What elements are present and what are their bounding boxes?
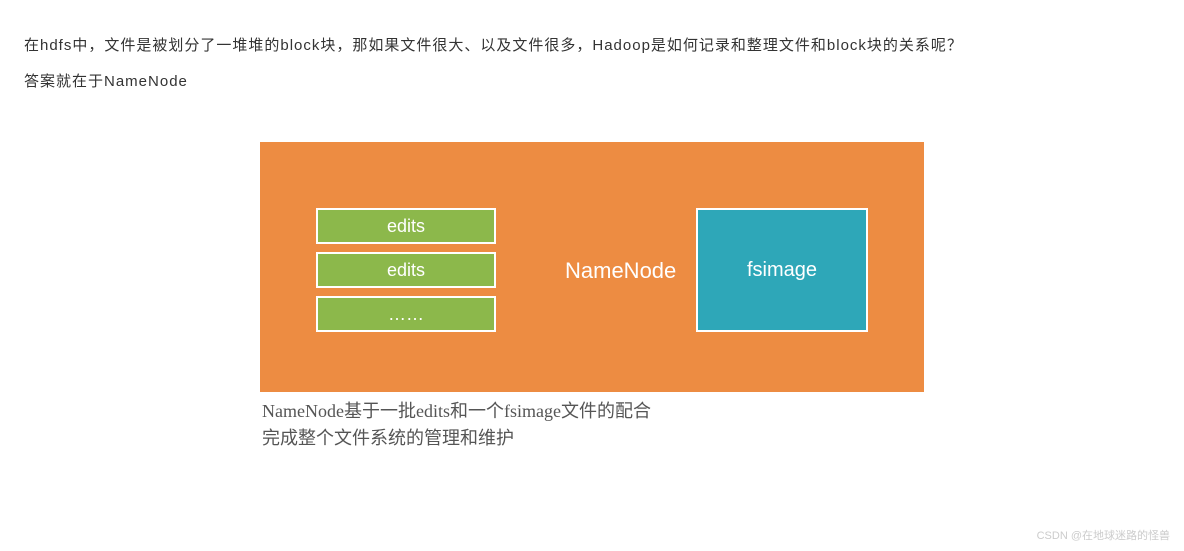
- namenode-label: NameNode: [565, 258, 676, 284]
- caption-line-2: 完成整个文件系统的管理和维护: [262, 425, 924, 452]
- namenode-diagram: edits edits …… NameNode fsimage: [260, 142, 924, 392]
- edits-stack: edits edits ……: [316, 208, 496, 332]
- diagram-container: edits edits …… NameNode fsimage: [0, 142, 1184, 392]
- edits-item: edits: [316, 252, 496, 288]
- caption-line-1: NameNode基于一批edits和一个fsimage文件的配合: [262, 398, 924, 425]
- intro-line-1: 在hdfs中，文件是被划分了一堆堆的block块，那如果文件很大、以及文件很多，…: [24, 28, 1160, 64]
- edits-item: edits: [316, 208, 496, 244]
- diagram-caption: NameNode基于一批edits和一个fsimage文件的配合 完成整个文件系…: [260, 398, 924, 452]
- watermark: CSDN @在地球迷路的怪兽: [1037, 527, 1170, 543]
- intro-text: 在hdfs中，文件是被划分了一堆堆的block块，那如果文件很大、以及文件很多，…: [0, 0, 1184, 100]
- edits-item: ……: [316, 296, 496, 332]
- fsimage-box: fsimage: [696, 208, 868, 332]
- intro-line-2: 答案就在于NameNode: [24, 64, 1160, 100]
